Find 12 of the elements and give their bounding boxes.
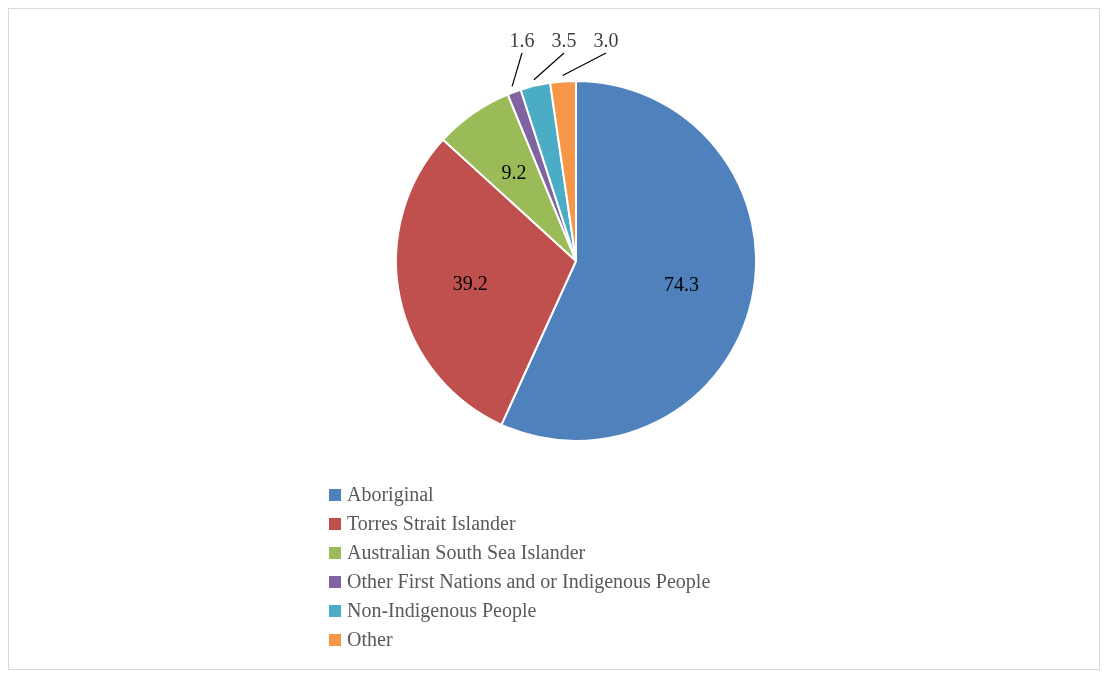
legend-label: Aboriginal bbox=[347, 482, 434, 508]
legend-label: Torres Strait Islander bbox=[347, 511, 516, 536]
data-label: 39.2 bbox=[452, 271, 488, 294]
legend-label: Other bbox=[347, 627, 393, 652]
data-label: 9.2 bbox=[501, 161, 527, 184]
legend-label: Non-Indigenous People bbox=[347, 598, 537, 624]
data-label: 1.6 bbox=[509, 29, 535, 51]
data-label: 3.0 bbox=[593, 29, 619, 51]
data-label: 74.3 bbox=[664, 272, 700, 295]
legend-label: Other First Nations and or Indigenous People bbox=[347, 569, 711, 595]
legend-label: Australian South Sea Islander bbox=[347, 540, 586, 565]
data-label: 3.5 bbox=[551, 29, 577, 51]
